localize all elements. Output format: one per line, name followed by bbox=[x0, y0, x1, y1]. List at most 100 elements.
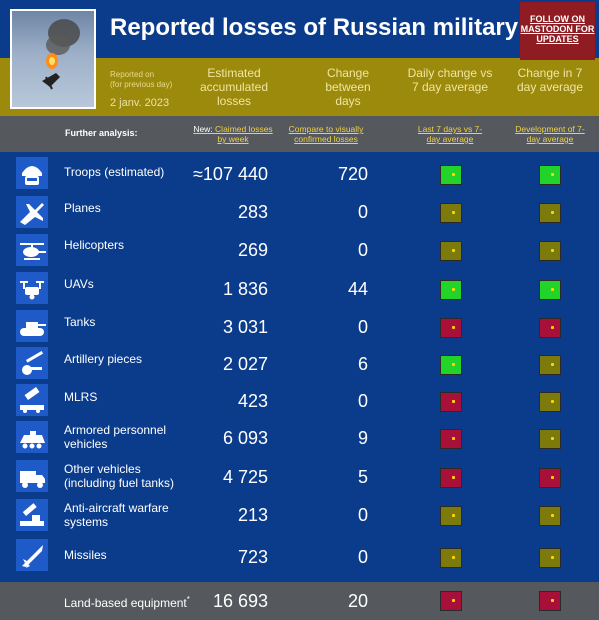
indicator-dot bbox=[452, 476, 455, 479]
indicator-dot bbox=[551, 599, 554, 602]
row-change-value: 0 bbox=[357, 202, 368, 222]
soldier-helmet-icon bbox=[16, 157, 48, 189]
row-estimated-value: 6 093 bbox=[222, 428, 268, 448]
daily-indicator bbox=[440, 355, 462, 375]
daily-indicator bbox=[440, 165, 462, 185]
footer-label: Land-based equipment* bbox=[64, 593, 190, 610]
row-estimated-value: 283 bbox=[237, 202, 268, 222]
footer-marker: * bbox=[186, 595, 190, 604]
row-estimated-value: 723 bbox=[237, 547, 268, 567]
row-estimated-value: ≈107 440 bbox=[193, 164, 268, 184]
row-label: Troops (estimated) bbox=[64, 165, 165, 179]
row-label: Tanks bbox=[64, 315, 96, 329]
table-row: Other vehicles (including fuel tanks) 4 7… bbox=[0, 458, 599, 494]
table-row: UAVs 1 836 44 bbox=[0, 270, 599, 306]
trend-indicator bbox=[539, 318, 561, 338]
trend-indicator bbox=[539, 355, 561, 375]
trend-indicator bbox=[539, 280, 561, 300]
row-estimated-value: 1 836 bbox=[222, 279, 268, 299]
indicator-dot bbox=[452, 400, 455, 403]
table-row: Tanks 3 031 0 bbox=[0, 308, 599, 344]
indicator-dot bbox=[551, 514, 554, 517]
trend-indicator bbox=[539, 429, 561, 449]
row-estimated-value: 213 bbox=[237, 505, 268, 525]
table-row: Artillery pieces 2 027 6 bbox=[0, 345, 599, 381]
trend-indicator bbox=[539, 165, 561, 185]
trend-indicator bbox=[539, 506, 561, 526]
indicator-dot bbox=[551, 437, 554, 440]
col-change7-header: Change in 7 day average bbox=[516, 66, 584, 94]
row-label: Missiles bbox=[64, 548, 107, 562]
row-label: Armored personnel vehicles bbox=[64, 423, 167, 451]
table-row: Planes 283 0 bbox=[0, 194, 599, 230]
development-link[interactable]: Development of 7-day average bbox=[515, 124, 585, 144]
indicator-dot bbox=[452, 249, 455, 252]
footer-change: 20 bbox=[347, 591, 368, 611]
indicator-dot bbox=[452, 326, 455, 329]
daily-indicator bbox=[440, 429, 462, 449]
table-row: Helicopters 269 0 bbox=[0, 232, 599, 268]
indicator-dot bbox=[551, 288, 554, 291]
daily-indicator bbox=[440, 203, 462, 223]
indicator-dot bbox=[452, 437, 455, 440]
for-previous-day-text: (for previous day) bbox=[110, 80, 173, 89]
footer-value: 16 693 bbox=[212, 591, 268, 611]
row-estimated-value: 3 031 bbox=[222, 317, 268, 337]
mlrs-icon bbox=[16, 384, 48, 416]
indicator-dot bbox=[551, 173, 554, 176]
row-label: Helicopters bbox=[64, 238, 125, 252]
apc-icon bbox=[16, 421, 48, 453]
header-photo bbox=[10, 9, 96, 109]
compare-confirmed-link[interactable]: Compare to visually confirmed losses bbox=[288, 124, 364, 144]
indicator-dot bbox=[551, 326, 554, 329]
table-row: Armored personnel vehicles 6 093 9 bbox=[0, 419, 599, 455]
daily-indicator bbox=[440, 318, 462, 338]
indicator-dot bbox=[452, 556, 455, 559]
row-change-value: 5 bbox=[357, 467, 368, 487]
artillery-icon bbox=[16, 347, 48, 379]
row-change-value: 0 bbox=[357, 240, 368, 260]
indicator-dot bbox=[551, 400, 554, 403]
indicator-dot bbox=[452, 211, 455, 214]
row-change-value: 720 bbox=[337, 164, 368, 184]
row-estimated-value: 269 bbox=[237, 240, 268, 260]
row-change-value: 9 bbox=[357, 428, 368, 448]
helicopter-icon bbox=[16, 234, 48, 266]
indicator-dot bbox=[551, 249, 554, 252]
missile-icon bbox=[16, 539, 48, 571]
daily-indicator bbox=[440, 548, 462, 568]
tank-icon bbox=[16, 310, 48, 342]
row-label: Anti-aircraft warfare systems bbox=[64, 501, 169, 529]
indicator-dot bbox=[551, 363, 554, 366]
row-estimated-value: 4 725 bbox=[222, 467, 268, 487]
row-change-value: 44 bbox=[347, 279, 368, 299]
follow-mastodon-link[interactable]: FOLLOW ON MASTODON FOR UPDATES bbox=[520, 2, 595, 60]
trend-indicator bbox=[539, 468, 561, 488]
col-change-header: Change between days bbox=[325, 66, 371, 108]
row-label: MLRS bbox=[64, 390, 98, 404]
report-date: 2 janv. 2023 bbox=[110, 97, 170, 109]
new-prefix: New: bbox=[193, 124, 216, 134]
row-change-value: 6 bbox=[357, 354, 368, 374]
claimed-losses-text[interactable]: Claimed losses by week bbox=[215, 124, 273, 144]
row-label: UAVs bbox=[64, 277, 94, 291]
daily-indicator bbox=[440, 280, 462, 300]
daily-indicator bbox=[440, 506, 462, 526]
last7-link[interactable]: Last 7 days vs 7-day average bbox=[417, 124, 483, 144]
row-estimated-value: 2 027 bbox=[222, 354, 268, 374]
daily-indicator bbox=[440, 392, 462, 412]
footer-total-row: Land-based equipment* 16 693 20 bbox=[0, 582, 599, 620]
table-row: Anti-aircraft warfare systems 213 0 bbox=[0, 497, 599, 533]
burning-aircraft-image bbox=[42, 19, 80, 90]
footer-label-text: Land-based equipment bbox=[64, 596, 187, 610]
indicator-dot bbox=[551, 476, 554, 479]
anti-aircraft-icon bbox=[16, 499, 48, 531]
row-label: Other vehicles (including fuel tanks) bbox=[64, 462, 175, 490]
plane-icon bbox=[16, 196, 48, 228]
row-change-value: 0 bbox=[357, 505, 368, 525]
indicator-dot bbox=[452, 599, 455, 602]
row-label: Artillery pieces bbox=[64, 352, 143, 366]
claimed-losses-link[interactable]: New: Claimed losses by week bbox=[190, 124, 276, 144]
col-estimated-header: Estimated accumulated losses bbox=[199, 66, 269, 108]
indicator-dot bbox=[452, 514, 455, 517]
